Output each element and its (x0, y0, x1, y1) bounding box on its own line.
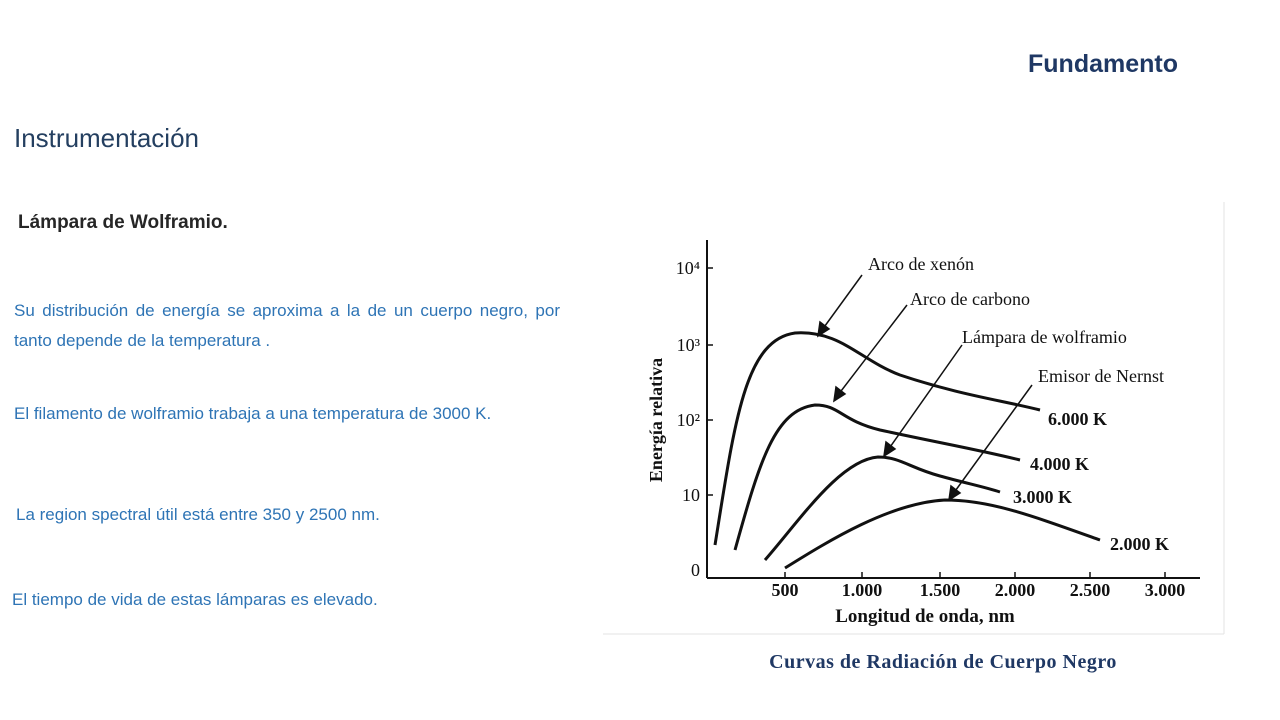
curve-4000k (733, 403, 1021, 551)
y-tick-label: 10 (682, 485, 700, 505)
paragraph: Su distribución de energía se aproxima a… (14, 301, 560, 350)
section-title: Fundamento (1028, 50, 1178, 78)
subtitle: Lámpara de Wolframio. (18, 212, 228, 233)
figure: 10⁴ 10³ 10² 10 0 500 1.000 1.500 2.000 2… (603, 200, 1225, 635)
curves (713, 331, 1101, 570)
curve-label: Arco de xenón (868, 254, 974, 274)
paragraph: La region spectral útil está entre 350 y… (16, 505, 380, 524)
x-tick-label: 2.000 (995, 580, 1036, 600)
y-tick-label: 0 (691, 560, 700, 580)
paragraph: El filamento de wolframio trabaja a una … (14, 404, 492, 423)
figure-caption: Curvas de Radiación de Cuerpo Negro (769, 651, 1117, 673)
curve-6000k (713, 331, 1041, 546)
slide-title: Instrumentación (14, 123, 199, 153)
curve-3000k (763, 455, 1001, 561)
curve-label: Arco de carbono (910, 289, 1030, 309)
temperature-label: 3.000 K (1013, 487, 1072, 507)
y-axis-label: Energía relativa (646, 358, 666, 482)
x-tick-label: 1.000 (842, 580, 883, 600)
curve-label: Lámpara de wolframio (962, 327, 1127, 347)
curve-2000k (784, 498, 1101, 570)
x-tick-label: 3.000 (1145, 580, 1186, 600)
paragraph: El tiempo de vida de estas lámparas es e… (12, 590, 378, 609)
x-tick-label: 1.500 (920, 580, 961, 600)
temperature-label: 4.000 K (1030, 454, 1089, 474)
y-tick-label: 10² (677, 410, 700, 430)
y-tick-label: 10³ (677, 335, 701, 355)
x-axis-label: Longitud de onda, nm (835, 606, 1015, 627)
x-tick-label: 500 (772, 580, 799, 600)
y-tick-label: 10⁴ (676, 258, 700, 278)
arrows (817, 274, 1033, 502)
curve-label: Emisor de Nernst (1038, 366, 1164, 386)
x-tick-label: 2.500 (1070, 580, 1111, 600)
tick-marks (707, 267, 1166, 578)
temperature-label: 6.000 K (1048, 409, 1107, 429)
temperature-label: 2.000 K (1110, 534, 1169, 554)
